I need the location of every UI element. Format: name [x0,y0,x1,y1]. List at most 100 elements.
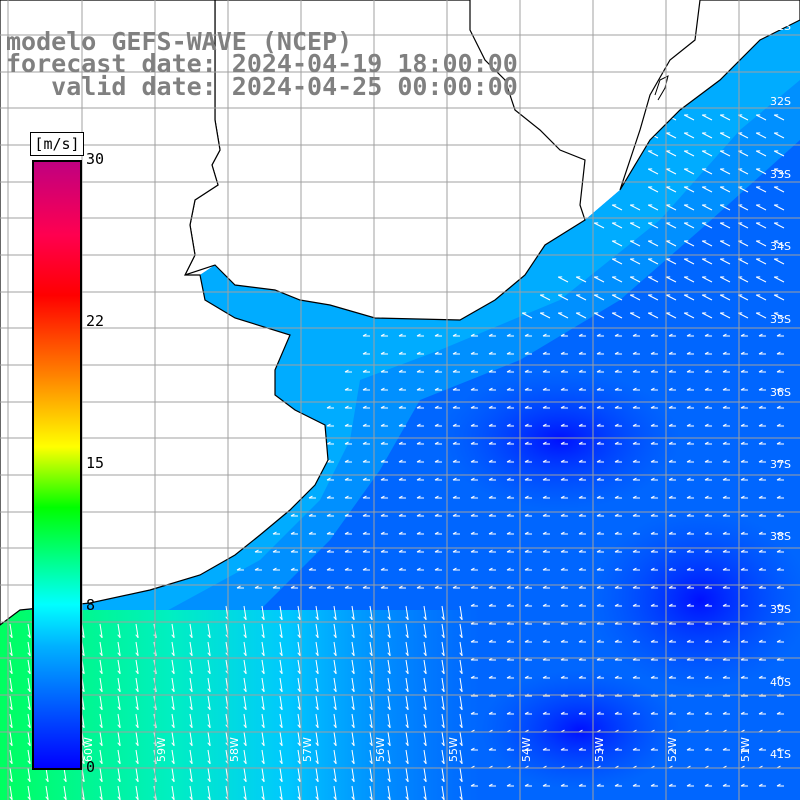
direction-arrow-head [416,387,421,391]
direction-arrow-head [254,567,259,571]
direction-arrow-head [596,549,601,553]
direction-arrow [135,641,139,656]
direction-arrow [683,222,695,229]
direction-arrow-head [380,405,385,409]
direction-arrow-head [740,369,745,373]
direction-arrow-head [236,585,241,589]
direction-arrow [665,276,677,283]
direction-arrow-head [99,724,103,729]
direction-arrow-head [506,333,511,337]
direction-arrow [665,204,677,211]
color-scale-label: 8 [86,595,96,614]
direction-arrow-head [596,441,601,445]
direction-arrow [315,767,319,782]
direction-arrow [701,132,713,139]
direction-arrow-head [506,747,511,751]
direction-arrow-head [272,585,277,589]
direction-arrow [629,114,641,121]
direction-arrow [351,767,355,782]
direction-arrow [719,114,731,121]
direction-arrow-head [686,477,691,481]
direction-arrow-head [470,387,475,391]
direction-arrow [135,695,139,710]
direction-arrow-head [614,351,619,355]
direction-arrow [207,695,211,710]
direction-arrow-head [668,747,673,751]
direction-arrow-head [758,441,763,445]
direction-arrow [27,677,31,692]
direction-arrow-head [578,639,583,643]
direction-arrow-head [596,711,601,715]
direction-arrow-head [488,675,493,679]
direction-arrow-head [488,441,493,445]
direction-arrow-head [524,711,529,715]
direction-arrow [773,186,785,193]
direction-arrow-head [542,603,547,607]
longitude-label: 52W [666,737,679,762]
direction-arrow-head [470,639,475,643]
direction-arrow-head [632,603,637,607]
direction-arrow [243,677,247,692]
legend-unit: [m/s] [30,132,84,156]
direction-arrow-head [189,634,193,639]
direction-arrow-head [542,441,547,445]
direction-arrow-head [452,585,457,589]
direction-arrow-head [758,675,763,679]
direction-arrow [719,276,731,283]
direction-arrow-head [344,513,349,517]
direction-arrow-head [344,405,349,409]
direction-arrow [243,749,247,764]
direction-arrow [611,294,623,301]
direction-arrow-head [704,351,709,355]
direction-arrow-head [614,405,619,409]
direction-arrow-head [405,616,409,621]
direction-arrow-head [488,711,493,715]
direction-arrow [99,749,103,764]
direction-arrow [387,767,391,782]
ocean-deep-east [590,510,800,690]
direction-arrow-head [261,742,265,747]
direction-arrow-head [135,760,139,765]
direction-arrow [441,641,445,656]
direction-arrow [629,294,641,301]
longitude-label: 59W [155,737,168,762]
direction-arrow [737,240,749,247]
direction-arrow-head [423,706,427,711]
direction-arrow-head [704,585,709,589]
direction-arrow-head [459,760,463,765]
direction-arrow-head [686,603,691,607]
direction-arrow-head [524,783,529,787]
direction-arrow-head [722,441,727,445]
direction-arrow [315,731,319,746]
direction-arrow-head [578,441,583,445]
direction-arrow-head [387,670,391,675]
direction-arrow-head [776,333,781,337]
direction-arrow-head [369,724,373,729]
direction-arrow [333,767,337,782]
direction-arrow-head [524,495,529,499]
direction-arrow-head [614,369,619,373]
direction-arrow [737,150,749,157]
direction-arrow [333,623,337,638]
direction-arrow-head [326,405,331,409]
latitude-label: 35S [770,313,791,326]
direction-arrow [647,240,659,247]
direction-arrow-head [387,778,391,783]
direction-arrow [593,276,605,283]
direction-arrow [261,677,265,692]
direction-arrow-head [243,706,247,711]
direction-arrow-head [344,441,349,445]
direction-arrow-head [614,585,619,589]
direction-arrow-head [722,549,727,553]
direction-arrow-head [171,724,175,729]
direction-arrow-head [704,783,709,787]
direction-arrow-head [362,369,367,373]
direction-arrow-head [614,549,619,553]
direction-arrow-head [344,477,349,481]
direction-arrow-head [704,495,709,499]
direction-arrow-head [542,423,547,427]
direction-arrow-head [9,778,13,783]
direction-arrow-head [315,688,319,693]
direction-arrow-head [686,639,691,643]
direction-arrow-head [560,459,565,463]
